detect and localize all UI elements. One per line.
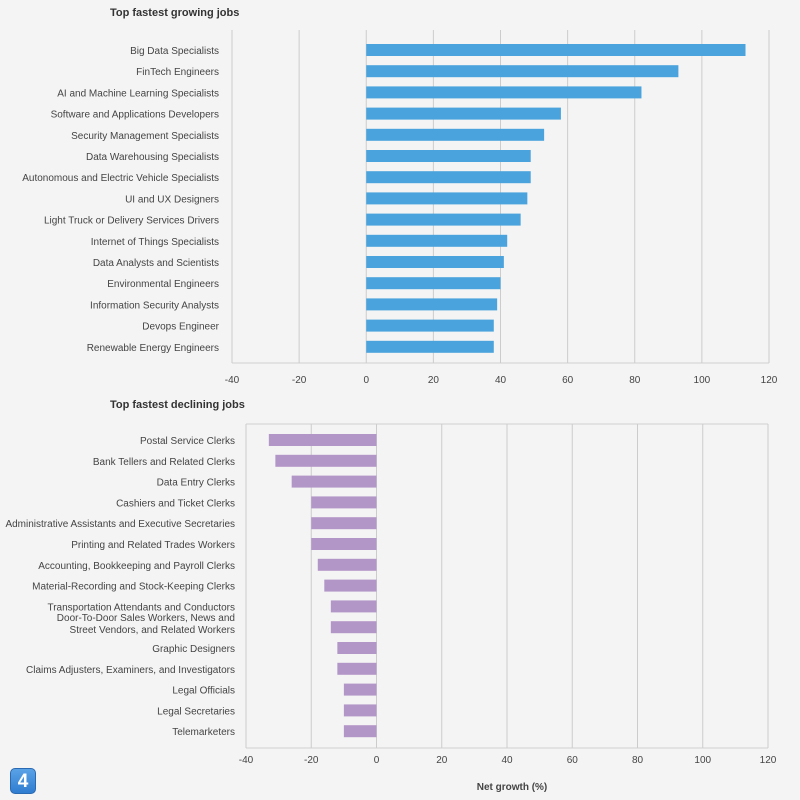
declining-bar [330,621,377,634]
page-number-badge: 4 [10,768,36,794]
growing-x-tick-label: 60 [562,375,574,386]
growing-category-label: Software and Applications Developers [51,110,219,121]
declining-jobs-chart: Top fastest declining jobs -40 -20 0 20 40 60 8… [5,399,776,793]
declining-x-tick-label: 120 [760,755,777,766]
declining-x-tick-label: 40 [501,755,513,766]
declining-x-axis-title: Net growth (%) [477,782,548,793]
declining-bar [311,517,377,530]
declining-bar [317,558,377,571]
declining-bar [268,434,377,446]
growing-category-label: Information Security Analysts [90,300,219,311]
growing-bar [366,128,545,141]
declining-bar [343,704,377,717]
growing-bar [366,107,561,120]
growing-bar [366,192,528,205]
growing-bar [366,340,494,353]
declining-bar [343,725,377,738]
declining-bar [343,683,377,696]
declining-category-label: Door-To-Door Sales Workers, News and Stre… [57,613,235,636]
declining-category-label: Administrative Assistants and Executive … [5,519,235,530]
growing-x-tick-label: 0 [363,375,369,386]
declining-bar [330,600,377,613]
growing-bar [366,319,494,332]
growing-x-tick-label: 120 [761,375,778,386]
growing-category-label: Internet of Things Specialists [91,237,219,248]
growing-category-label: Light Truck or Delivery Services Drivers [44,216,219,227]
declining-category-label: Transportation Attendants and Conductors [47,602,235,613]
declining-x-tick-label: 100 [694,755,711,766]
growing-x-tick-label: 80 [629,375,641,386]
declining-chart-title: Top fastest declining jobs [110,399,245,411]
growing-jobs-chart: Top fastest growing jobs -40 -20 0 20 40 60 80 1… [22,7,778,386]
growing-bar [366,213,521,226]
declining-category-label: Accounting, Bookkeeping and Payroll Cler… [38,561,235,572]
growing-category-label: Autonomous and Electric Vehicle Speciali… [22,173,219,184]
growing-bar [366,277,501,290]
declining-bar [311,538,377,550]
declining-bar [291,475,377,488]
growing-x-tick-label: -20 [292,375,307,386]
declining-category-label: Legal Secretaries [157,706,235,717]
growing-bar [366,256,504,268]
declining-bar [337,662,377,675]
declining-category-label: Legal Officials [172,686,235,697]
declining-x-tick-label: 20 [436,755,448,766]
growing-bar [366,44,746,56]
growing-category-label: Devops Engineer [142,322,219,333]
declining-x-tick-label: -20 [304,755,319,766]
declining-category-label: Printing and Related Trades Workers [71,540,235,551]
declining-category-label: Claims Adjusters, Examiners, and Investi… [26,665,235,676]
declining-bar [324,579,377,592]
growing-category-label: Security Management Specialists [71,131,219,142]
growing-category-label: Environmental Engineers [107,279,219,290]
growing-category-label: AI and Machine Learning Specialists [57,88,219,99]
growing-bar [366,171,531,184]
declining-bar [337,642,377,654]
growing-category-label: Data Analysts and Scientists [93,258,219,269]
growing-x-tick-label: 20 [428,375,440,386]
growing-category-label: UI and UX Designers [125,194,219,205]
growing-x-tick-label: -40 [225,375,240,386]
growing-category-label: Big Data Specialists [130,46,219,57]
declining-category-label: Bank Tellers and Related Clerks [93,457,235,468]
growing-bar [366,150,531,162]
growing-bar [366,298,498,311]
declining-category-label: Material-Recording and Stock-Keeping Cle… [32,582,235,593]
growing-bar [366,65,679,78]
declining-x-tick-label: 80 [632,755,644,766]
declining-bar [311,496,377,509]
growing-x-tick-label: 100 [694,375,711,386]
declining-x-tick-label: 0 [374,755,380,766]
growing-bar [366,234,508,247]
growing-category-label: FinTech Engineers [136,67,219,78]
growing-category-label: Data Warehousing Specialists [86,152,219,163]
declining-category-label: Data Entry Clerks [157,478,235,489]
declining-category-label: Graphic Designers [152,644,235,655]
growing-chart-title: Top fastest growing jobs [110,7,239,19]
growing-bar [366,86,642,99]
growing-x-tick-label: 40 [495,375,507,386]
declining-category-label: Telemarketers [172,727,235,738]
declining-category-label: Postal Service Clerks [140,436,235,447]
declining-category-label: Cashiers and Ticket Clerks [116,498,235,509]
growing-category-label: Renewable Energy Engineers [87,343,219,354]
declining-x-tick-label: -40 [239,755,254,766]
declining-bar [275,454,377,467]
declining-x-tick-label: 60 [567,755,579,766]
